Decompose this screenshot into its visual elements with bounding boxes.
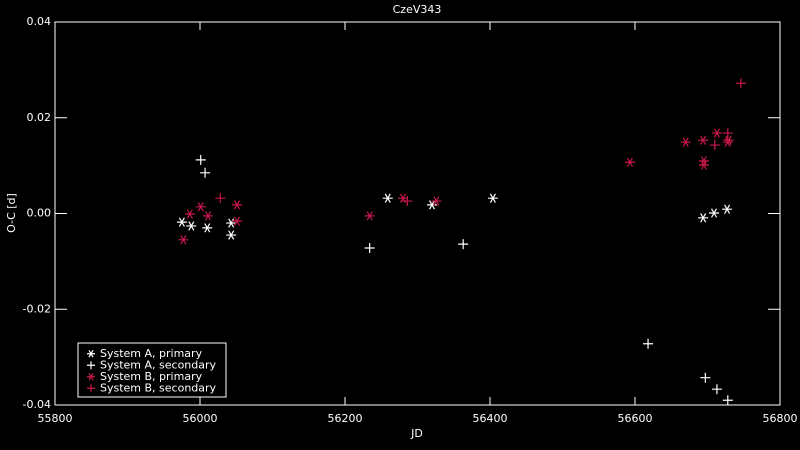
point xyxy=(202,211,213,221)
point xyxy=(700,372,711,383)
point xyxy=(698,135,709,145)
point xyxy=(722,395,733,406)
legend-marker xyxy=(87,361,95,370)
point xyxy=(200,167,211,178)
legend-marker xyxy=(87,372,95,381)
chart-title: CzeV343 xyxy=(393,3,442,16)
legend-label: System B, primary xyxy=(100,370,203,383)
point xyxy=(176,217,187,227)
point xyxy=(226,230,237,240)
point xyxy=(178,235,189,245)
point xyxy=(364,242,375,253)
x-tick-label: 56400 xyxy=(473,412,508,425)
point xyxy=(186,221,197,231)
point xyxy=(458,239,469,250)
legend-marker xyxy=(87,349,95,358)
x-tick-label: 56600 xyxy=(618,412,653,425)
y-axis-label: O-C [d] xyxy=(5,193,18,233)
x-axis-label: JD xyxy=(410,427,423,440)
x-tick-label: 56200 xyxy=(328,412,363,425)
point xyxy=(722,204,733,214)
point xyxy=(709,208,720,218)
legend-box xyxy=(77,342,227,398)
point xyxy=(431,196,442,206)
point xyxy=(722,128,733,139)
point xyxy=(711,384,722,395)
legend-label: System A, primary xyxy=(100,347,203,360)
point xyxy=(624,157,635,167)
point xyxy=(735,78,746,89)
point xyxy=(195,202,206,212)
x-tick-label: 56800 xyxy=(763,412,798,425)
point xyxy=(711,128,722,138)
point xyxy=(723,135,734,145)
point xyxy=(364,211,375,221)
y-tick-label: -0.04 xyxy=(23,398,51,411)
point xyxy=(226,218,237,228)
point xyxy=(402,196,413,207)
y-tick-label: 0.04 xyxy=(27,15,52,28)
point xyxy=(184,209,195,219)
point xyxy=(231,200,242,210)
legend-marker xyxy=(87,384,95,393)
point xyxy=(698,160,709,170)
y-tick-label: 0.02 xyxy=(27,111,52,124)
point xyxy=(709,140,720,151)
x-tick-label: 56000 xyxy=(183,412,218,425)
point xyxy=(680,137,691,147)
legend-label: System A, secondary xyxy=(100,358,217,371)
y-tick-label: -0.02 xyxy=(23,302,51,315)
legend-label: System B, secondary xyxy=(100,381,217,394)
point xyxy=(382,193,393,203)
point xyxy=(643,338,654,349)
point xyxy=(202,223,213,233)
point xyxy=(427,200,437,210)
point xyxy=(487,193,498,203)
point xyxy=(195,154,206,165)
point xyxy=(698,213,709,223)
point xyxy=(698,156,709,166)
y-tick-label: 0.00 xyxy=(27,207,52,220)
point xyxy=(215,193,226,204)
x-tick-label: 55800 xyxy=(38,412,73,425)
point xyxy=(231,216,242,226)
